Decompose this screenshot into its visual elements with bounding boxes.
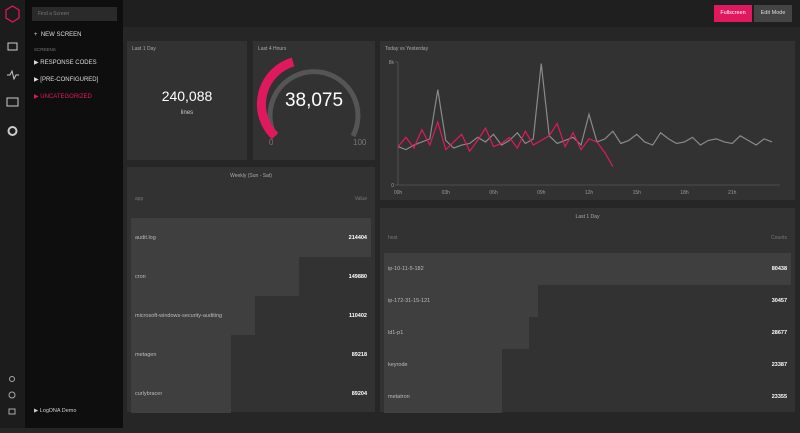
x-tick-label: 18h <box>680 190 689 196</box>
gauge-widget: Last 4 Hours 38,075 0 100 <box>253 41 375 160</box>
x-tick-label: 06h <box>489 190 498 196</box>
widget-title: Last 1 Day <box>132 46 156 52</box>
account[interactable]: ▶ LogDNA Demo <box>34 408 77 414</box>
bar <box>384 285 539 317</box>
widget-title: Last 4 Hours <box>258 46 287 52</box>
nav-item-label: UNCATEGORIZED <box>40 94 92 100</box>
bar <box>131 374 231 413</box>
bar <box>384 253 791 285</box>
x-tick-label: 09h <box>537 190 546 196</box>
nav-item-label: [PRE-CONFIGURED] <box>40 77 99 83</box>
account-label: LogDNA Demo <box>39 408 77 414</box>
row-value: 23387 <box>771 362 787 368</box>
bar <box>131 335 231 374</box>
fullscreen-button[interactable]: Fullscreen <box>714 5 752 22</box>
row-label: ip-10-11-5-182 <box>388 266 424 272</box>
series-line <box>397 119 614 167</box>
bar <box>384 317 530 349</box>
row-value: 23355 <box>771 394 787 400</box>
weekly-table: Weekly (Sun - Sat) app Value audit.log 21… <box>127 167 375 413</box>
row-value: 149880 <box>348 273 367 280</box>
row-value: 89204 <box>351 390 367 397</box>
gauge <box>256 57 361 140</box>
line-widget: Today vs Yesterday 0 8k 00h 03h 06h 09h 12h 15h… <box>380 41 795 200</box>
row-label: curlybracer <box>135 390 163 397</box>
x-tick-label: 21h <box>728 190 737 196</box>
y-tick-label: 8k <box>389 60 395 66</box>
x-tick-label: 03h <box>442 190 451 196</box>
widget-title: Weekly (Sun - Sat) <box>230 173 272 179</box>
row-label: microsoft-windows-security-auditing <box>135 312 223 319</box>
gauge-min: 0 <box>269 138 274 147</box>
nav-item[interactable]: ▶ [PRE-CONFIGURED] <box>34 77 99 83</box>
count-value: 240,088 <box>161 88 213 104</box>
row-label: keyrode <box>388 362 408 368</box>
column-header: Counts <box>771 235 787 241</box>
column-header: app <box>135 196 144 202</box>
toolbar <box>123 0 800 27</box>
row-value: 110402 <box>348 312 367 319</box>
series-line <box>397 63 773 151</box>
nav-item[interactable]: ▶ UNCATEGORIZED <box>34 94 92 100</box>
x-tick-label: 15h <box>633 190 642 196</box>
icon-rail <box>0 0 25 428</box>
x-tick-label: 12h <box>585 190 594 196</box>
row-label: metagen <box>135 351 157 358</box>
row-value: 28677 <box>771 330 787 336</box>
gauge-max: 100 <box>353 138 367 147</box>
new-screen[interactable]: + NEW SCREEN <box>34 32 82 38</box>
widget-title: Last 1 Day <box>575 214 600 220</box>
row-label: ld1-p1 <box>388 330 404 336</box>
gauge-value: 38,075 <box>284 90 344 111</box>
row-label: ip-172-31-15-121 <box>388 298 431 304</box>
new-screen-label: NEW SCREEN <box>40 32 82 38</box>
y-tick-label: 0 <box>391 183 394 189</box>
x-tick-label: 00h <box>394 190 403 196</box>
bar <box>131 218 371 257</box>
row-label: audit.log <box>135 234 156 241</box>
row-value: 214404 <box>348 234 367 241</box>
line-chart: 0 8k 00h 03h 06h 09h 12h 15h 18h 21h <box>389 60 780 196</box>
row-label: metatron <box>388 394 410 400</box>
bar <box>384 381 503 413</box>
column-header: host <box>388 235 398 241</box>
section-label: SCREENS <box>34 47 56 52</box>
bar <box>131 296 255 335</box>
column-header: Value <box>354 196 367 202</box>
row-value: 80438 <box>771 266 787 272</box>
row-label: cron <box>135 273 146 280</box>
row-value: 30457 <box>771 298 787 304</box>
widget-title: Today vs Yesterday <box>385 46 429 52</box>
search-box[interactable]: Find a Screen <box>32 7 117 21</box>
nav-item[interactable]: ▶ RESPONSE CODES <box>34 60 97 66</box>
rail-icons <box>5 5 20 415</box>
nav-panel: Find a Screen <box>25 0 123 428</box>
hosts-table: Last 1 Day host Counts ip-10-11-5-182 804… <box>380 208 795 413</box>
count-unit: lines <box>180 110 194 116</box>
row-value: 89218 <box>351 351 367 358</box>
count-widget: Last 1 Day 240,088 lines <box>127 41 247 160</box>
edit-mode-button[interactable]: Edit Mode <box>754 5 792 22</box>
bar <box>384 349 503 381</box>
nav-item-label: RESPONSE CODES <box>40 60 97 66</box>
bar <box>131 257 299 296</box>
